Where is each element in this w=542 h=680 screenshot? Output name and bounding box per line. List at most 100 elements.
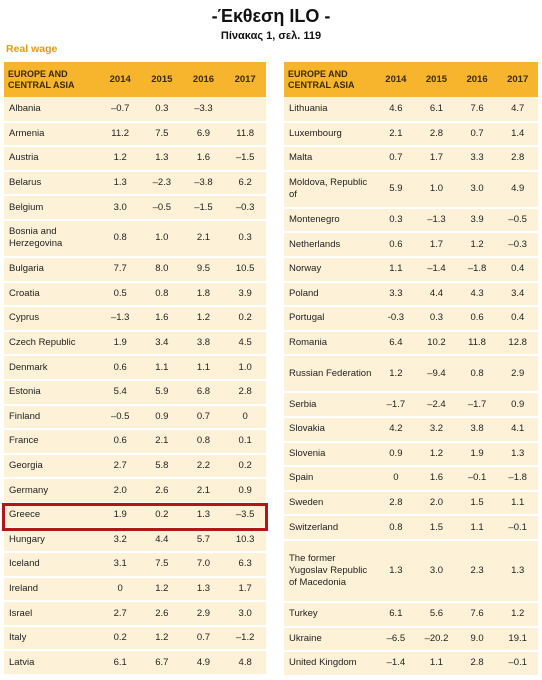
- wage-value-cell: 0.1: [224, 429, 266, 455]
- table-row: Luxembourg 2.1 2.8 0.7 1.4: [284, 121, 538, 148]
- wage-value-cell: 0: [375, 466, 417, 492]
- wage-value-cell: 3.9: [224, 281, 266, 308]
- wage-value-cell: 0: [224, 404, 266, 431]
- wage-value-cell: –0.1: [456, 466, 498, 492]
- wage-value-cell: 0.6: [99, 355, 142, 381]
- wage-value-cell: 6.8: [182, 379, 225, 406]
- table-row: Lithuania 4.6 6.1 7.6 4.7: [284, 97, 538, 123]
- table-row: Bulgaria 7.7 8.0 9.5 10.5: [4, 256, 266, 283]
- wage-value-cell: 7.0: [182, 552, 225, 578]
- right-wage-table: EUROPE AND CENTRAL ASIA 2014 2015 2016 2…: [284, 62, 538, 677]
- table-row: The former Yugoslav Republic of Macedoni…: [284, 539, 538, 603]
- wage-value-cell: 2.0: [416, 490, 457, 517]
- wage-value-cell: 4.8: [224, 650, 266, 677]
- table-row: Spain 0 1.6 –0.1 –1.8: [284, 466, 538, 492]
- wage-value-cell: –1.5: [182, 195, 225, 221]
- wage-value-cell: –0.5: [141, 195, 183, 221]
- table-row: Ireland 0 1.2 1.3 1.7: [4, 576, 266, 603]
- country-name: Cyprus: [4, 306, 100, 332]
- greece-highlight-box: [2, 503, 268, 531]
- wage-value-cell: 1.2: [182, 306, 225, 332]
- table-row: Estonia 5.4 5.9 6.8 2.8: [4, 379, 266, 406]
- document-title: -Έκθεση ILO -: [211, 6, 331, 26]
- table-row: Romania 6.4 10.2 11.8 12.8: [284, 330, 538, 357]
- country-name: Montenegro: [284, 207, 376, 234]
- wage-value-cell: 3.2: [99, 527, 142, 554]
- table-row: Switzerland 0.8 1.5 1.1 –0.1: [284, 515, 538, 541]
- wage-value-cell: 0.6: [375, 232, 417, 258]
- wage-value-cell: 0.3: [224, 219, 266, 258]
- year-header: 2014: [375, 62, 417, 97]
- country-name: Belgium: [4, 195, 100, 221]
- wage-value-cell: 3.4: [497, 281, 538, 308]
- table-row: Netherlands 0.6 1.7 1.2 –0.3: [284, 232, 538, 258]
- left-table-panel: EUROPE AND CENTRAL ASIA 2014 2015 2016 2…: [4, 62, 266, 677]
- country-name: Slovakia: [284, 416, 376, 443]
- wage-value-cell: –3.8: [182, 170, 225, 197]
- year-header: 2017: [224, 62, 266, 97]
- wage-value-cell: 5.7: [182, 527, 225, 554]
- wage-value-cell: –2.3: [141, 170, 183, 197]
- country-name: Iceland: [4, 552, 100, 578]
- table-row: Czech Republic 1.9 3.4 3.8 4.5: [4, 330, 266, 357]
- country-name: Finland: [4, 404, 100, 431]
- wage-value-cell: 4.9: [497, 170, 538, 209]
- wage-value-cell: 3.9: [456, 207, 498, 234]
- wage-value-cell: 2.3: [456, 539, 498, 603]
- country-name: Bulgaria: [4, 256, 100, 283]
- table-row: Sweden 2.8 2.0 1.5 1.1: [284, 490, 538, 517]
- wage-value-cell: 5.9: [375, 170, 417, 209]
- wage-value-cell: 0.2: [141, 502, 183, 529]
- wage-value-cell: 2.8: [224, 379, 266, 406]
- table-row: Turkey 6.1 5.6 7.6 1.2: [284, 601, 538, 628]
- country-name: Poland: [284, 281, 376, 308]
- wage-value-cell: 2.8: [375, 490, 417, 517]
- wage-value-cell: 5.8: [141, 453, 183, 480]
- wage-value-cell: 1.2: [375, 355, 417, 394]
- wage-value-cell: 4.9: [182, 650, 225, 677]
- table-row: Latvia 6.1 6.7 4.9 4.8: [4, 650, 266, 677]
- wage-value-cell: 6.3: [224, 552, 266, 578]
- left-header-row: EUROPE AND CENTRAL ASIA 2014 2015 2016 2…: [4, 62, 266, 97]
- wage-value-cell: 5.9: [141, 379, 183, 406]
- table-row: Malta 0.7 1.7 3.3 2.8: [284, 146, 538, 172]
- wage-value-cell: 0.4: [497, 306, 538, 332]
- wage-value-cell: 2.8: [497, 146, 538, 172]
- wage-value-cell: 7.6: [456, 97, 498, 123]
- year-header: 2015: [141, 62, 183, 97]
- wage-value-cell: 2.6: [141, 601, 183, 627]
- wage-value-cell: 7.5: [141, 552, 183, 578]
- wage-value-cell: 3.3: [375, 281, 417, 308]
- table-row: Russian Federation 1.2 –9.4 0.8 2.9: [284, 355, 538, 394]
- wage-value-cell: 5.4: [99, 379, 142, 406]
- wage-value-cell: 4.4: [141, 527, 183, 554]
- left-table-body: Albania –0.7 0.3 –3.3 Armenia 11.2 7.5 6.9 11.8 A…: [4, 97, 266, 677]
- table-row: United Kingdom –1.4 1.1 2.8 –0.1: [284, 651, 538, 677]
- country-name: Estonia: [4, 379, 100, 406]
- table-row: Cyprus –1.3 1.6 1.2 0.2: [4, 306, 266, 332]
- wage-value-cell: –0.5: [497, 207, 538, 234]
- wage-value-cell: 0.8: [99, 219, 142, 258]
- wage-value-cell: 1.4: [497, 121, 538, 148]
- wage-value-cell: 2.9: [497, 355, 538, 394]
- wage-value-cell: 3.3: [456, 146, 498, 172]
- wage-value-cell: 1.3: [497, 441, 538, 468]
- wage-value-cell: 0.5: [99, 281, 142, 308]
- wage-value-cell: 1.5: [416, 515, 457, 541]
- wage-value-cell: –0.3: [497, 232, 538, 258]
- wage-value-cell: 1.6: [141, 306, 183, 332]
- wage-value-cell: 4.3: [456, 281, 498, 308]
- year-header: 2016: [182, 62, 225, 97]
- wage-value-cell: 4.7: [497, 97, 538, 123]
- wage-value-cell: 0.3: [141, 97, 183, 123]
- wage-value-cell: 1.1: [182, 355, 225, 381]
- wage-value-cell: 1.8: [182, 281, 225, 308]
- wage-value-cell: 6.2: [224, 170, 266, 197]
- wage-value-cell: 3.8: [456, 416, 498, 443]
- country-name: Greece: [4, 502, 100, 529]
- wage-value-cell: 2.1: [182, 478, 225, 504]
- wage-value-cell: 11.8: [456, 330, 498, 357]
- wage-value-cell: 1.0: [224, 355, 266, 381]
- region-header: EUROPE AND CENTRAL ASIA: [284, 62, 376, 97]
- wage-value-cell: 0.3: [416, 306, 457, 332]
